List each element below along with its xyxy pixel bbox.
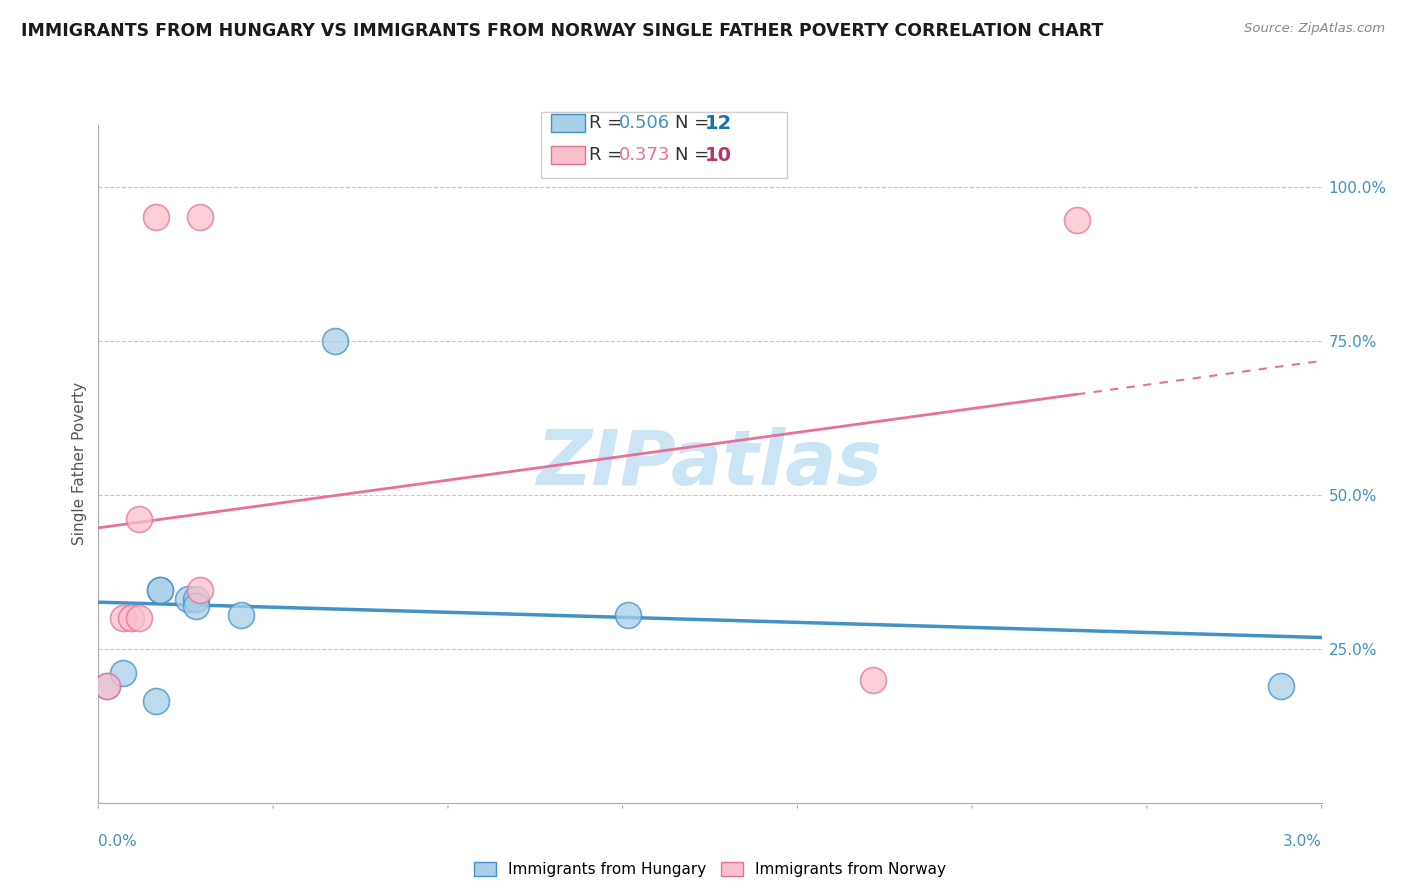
Point xyxy=(188,583,212,598)
Text: R =: R = xyxy=(589,146,628,164)
Text: N =: N = xyxy=(675,146,714,164)
Y-axis label: Single Father Poverty: Single Father Poverty xyxy=(72,383,87,545)
Text: 0.506: 0.506 xyxy=(619,114,669,132)
Point xyxy=(231,607,253,622)
Point xyxy=(128,512,150,526)
Point xyxy=(149,583,172,598)
Text: 10: 10 xyxy=(704,145,731,165)
Point xyxy=(186,592,208,607)
Point xyxy=(111,666,134,681)
Point xyxy=(617,607,640,622)
Point xyxy=(1270,679,1292,693)
Point xyxy=(186,599,208,613)
Point xyxy=(323,334,346,348)
Text: 0.373: 0.373 xyxy=(619,146,671,164)
Point xyxy=(145,694,167,708)
Point xyxy=(128,611,150,625)
Text: ZIPatlas: ZIPatlas xyxy=(537,427,883,500)
Text: 3.0%: 3.0% xyxy=(1282,834,1322,849)
Point xyxy=(96,679,118,693)
Text: 12: 12 xyxy=(704,113,731,133)
Text: N =: N = xyxy=(675,114,714,132)
Point xyxy=(862,673,884,687)
Point xyxy=(1066,213,1088,227)
Text: Source: ZipAtlas.com: Source: ZipAtlas.com xyxy=(1244,22,1385,36)
Text: R =: R = xyxy=(589,114,628,132)
Text: 0.0%: 0.0% xyxy=(98,834,138,849)
Legend: Immigrants from Hungary, Immigrants from Norway: Immigrants from Hungary, Immigrants from… xyxy=(468,855,952,883)
Point xyxy=(96,679,118,693)
Point xyxy=(120,611,142,625)
Point xyxy=(111,611,134,625)
Point xyxy=(145,211,167,225)
Point xyxy=(177,592,200,607)
Point xyxy=(149,583,172,598)
Text: IMMIGRANTS FROM HUNGARY VS IMMIGRANTS FROM NORWAY SINGLE FATHER POVERTY CORRELAT: IMMIGRANTS FROM HUNGARY VS IMMIGRANTS FR… xyxy=(21,22,1104,40)
Point xyxy=(188,211,212,225)
